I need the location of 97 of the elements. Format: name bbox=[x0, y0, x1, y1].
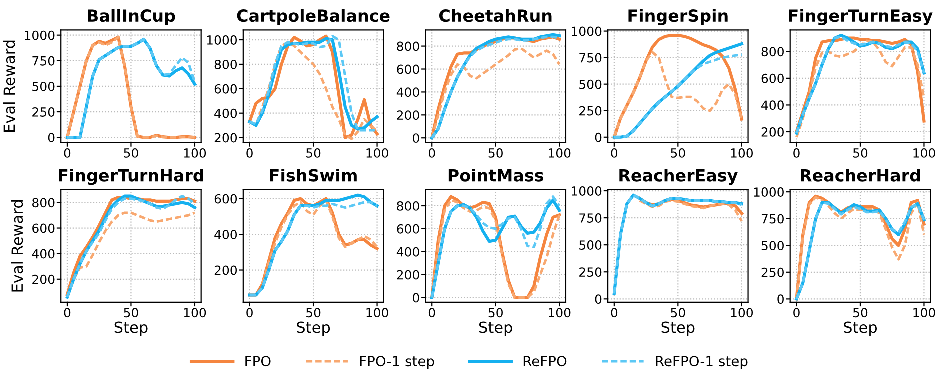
x-tick-label: 50 bbox=[306, 308, 321, 318]
x-tick-label: 50 bbox=[853, 308, 868, 318]
y-tick-label: 750 bbox=[580, 53, 602, 63]
chart-title: FingerTurnHard bbox=[59, 168, 204, 186]
x-axis-title: Step bbox=[297, 322, 330, 336]
x-tick-label: 100 bbox=[366, 308, 388, 318]
x-tick-label: 50 bbox=[306, 148, 321, 158]
x-tick-label: 0 bbox=[611, 148, 618, 158]
y-tick-label: 250 bbox=[580, 106, 602, 116]
x-tick-label: 100 bbox=[914, 308, 936, 318]
y-tick-label: 400 bbox=[214, 108, 238, 118]
x-tick-label: 0 bbox=[611, 308, 618, 318]
y-tick-label: 500 bbox=[762, 241, 784, 251]
y-tick-label: 200 bbox=[214, 133, 238, 143]
x-tick-label: 0 bbox=[428, 148, 436, 158]
x-tick-label: 100 bbox=[184, 148, 206, 158]
x-tick-label: 50 bbox=[124, 148, 138, 158]
chart-title: FingerSpin bbox=[628, 9, 728, 26]
y-tick-label: 250 bbox=[580, 268, 602, 278]
x-tick-label: 0 bbox=[64, 148, 71, 158]
y-tick-label: 800 bbox=[32, 198, 55, 208]
y-tick-label: 1000 bbox=[207, 35, 238, 45]
chart-title: PointMass bbox=[448, 168, 544, 182]
chart-title: CheetahRun bbox=[440, 9, 552, 22]
legend-label: ReFPO-1 step bbox=[656, 356, 748, 370]
x-tick-label: 100 bbox=[184, 308, 206, 318]
y-tick-label: 0 bbox=[595, 132, 602, 142]
y-tick-label: 400 bbox=[396, 88, 420, 98]
chart-title: FishSwim bbox=[270, 168, 357, 182]
y-axis-title: Eval Reward bbox=[3, 40, 16, 132]
x-tick-label: 50 bbox=[671, 308, 686, 318]
x-tick-label: 100 bbox=[366, 148, 388, 158]
y-tick-label: 400 bbox=[396, 247, 420, 257]
x-tick-label: 100 bbox=[549, 308, 571, 318]
legend-label: FPO bbox=[246, 356, 271, 367]
y-tick-label: 800 bbox=[397, 201, 420, 211]
y-tick-label: 600 bbox=[397, 224, 420, 234]
x-tick-label: 0 bbox=[794, 308, 800, 318]
y-tick-label: 0 bbox=[413, 293, 420, 303]
y-tick-label: 600 bbox=[214, 84, 238, 94]
y-axis-title: Eval Reward bbox=[11, 200, 24, 292]
x-tick-label: 50 bbox=[124, 308, 138, 318]
x-tick-label: 50 bbox=[853, 148, 868, 158]
legend-label: ReFPO bbox=[524, 356, 567, 367]
chart-title: CartpoleBalance bbox=[237, 9, 390, 26]
x-tick-label: 0 bbox=[794, 148, 800, 158]
y-tick-label: 800 bbox=[762, 47, 784, 57]
y-tick-label: 750 bbox=[580, 214, 602, 223]
y-tick-label: 250 bbox=[32, 108, 55, 117]
y-tick-label: 400 bbox=[762, 100, 784, 110]
y-tick-label: 750 bbox=[32, 56, 55, 66]
y-tick-label: 200 bbox=[397, 270, 420, 280]
y-tick-label: 1000 bbox=[754, 188, 784, 198]
y-tick-label: 500 bbox=[580, 80, 602, 90]
x-tick-label: 100 bbox=[731, 148, 754, 158]
chart-title: BallInCup bbox=[88, 9, 176, 26]
y-tick-label: 200 bbox=[32, 274, 55, 284]
y-tick-label: 600 bbox=[397, 64, 420, 74]
x-tick-label: 0 bbox=[64, 308, 71, 318]
y-tick-label: 500 bbox=[580, 240, 602, 250]
x-axis-title: Step bbox=[479, 322, 512, 336]
x-tick-label: 50 bbox=[488, 148, 503, 158]
y-tick-label: 0 bbox=[413, 134, 420, 144]
y-tick-label: 500 bbox=[32, 82, 55, 92]
x-tick-label: 100 bbox=[549, 148, 571, 158]
x-tick-label: 0 bbox=[246, 308, 253, 318]
y-tick-label: 400 bbox=[214, 230, 238, 240]
x-tick-label: 100 bbox=[731, 308, 754, 318]
x-axis-title: Step bbox=[114, 322, 148, 336]
legend-label: FPO-1 step bbox=[360, 356, 434, 370]
y-tick-label: 0 bbox=[778, 294, 784, 304]
x-axis-title: Step bbox=[662, 322, 695, 336]
y-tick-label: 1000 bbox=[572, 186, 602, 196]
y-tick-label: 0 bbox=[48, 133, 55, 143]
y-tick-label: 1000 bbox=[572, 26, 602, 36]
y-tick-label: 0 bbox=[595, 294, 602, 304]
y-tick-label: 400 bbox=[32, 249, 55, 259]
y-tick-label: 600 bbox=[32, 224, 55, 234]
y-tick-label: 1000 bbox=[25, 30, 55, 40]
chart-title: ReacherEasy bbox=[620, 168, 738, 186]
y-tick-label: 250 bbox=[762, 268, 784, 278]
x-tick-label: 0 bbox=[246, 148, 253, 158]
y-tick-label: 200 bbox=[214, 266, 238, 276]
y-tick-label: 750 bbox=[762, 214, 784, 224]
x-axis-title: Step bbox=[844, 322, 878, 336]
x-tick-label: 50 bbox=[488, 308, 503, 318]
x-tick-label: 0 bbox=[428, 308, 436, 318]
chart-title: FingerTurnEasy bbox=[789, 9, 933, 26]
y-tick-label: 600 bbox=[762, 74, 784, 84]
y-tick-label: 600 bbox=[214, 194, 238, 204]
y-tick-label: 200 bbox=[762, 127, 784, 137]
x-tick-label: 100 bbox=[914, 148, 936, 158]
x-tick-label: 50 bbox=[671, 148, 686, 158]
y-tick-label: 200 bbox=[397, 110, 420, 120]
chart-title: ReacherHard bbox=[801, 168, 920, 182]
y-tick-label: 800 bbox=[397, 42, 420, 52]
y-tick-label: 800 bbox=[214, 60, 238, 70]
